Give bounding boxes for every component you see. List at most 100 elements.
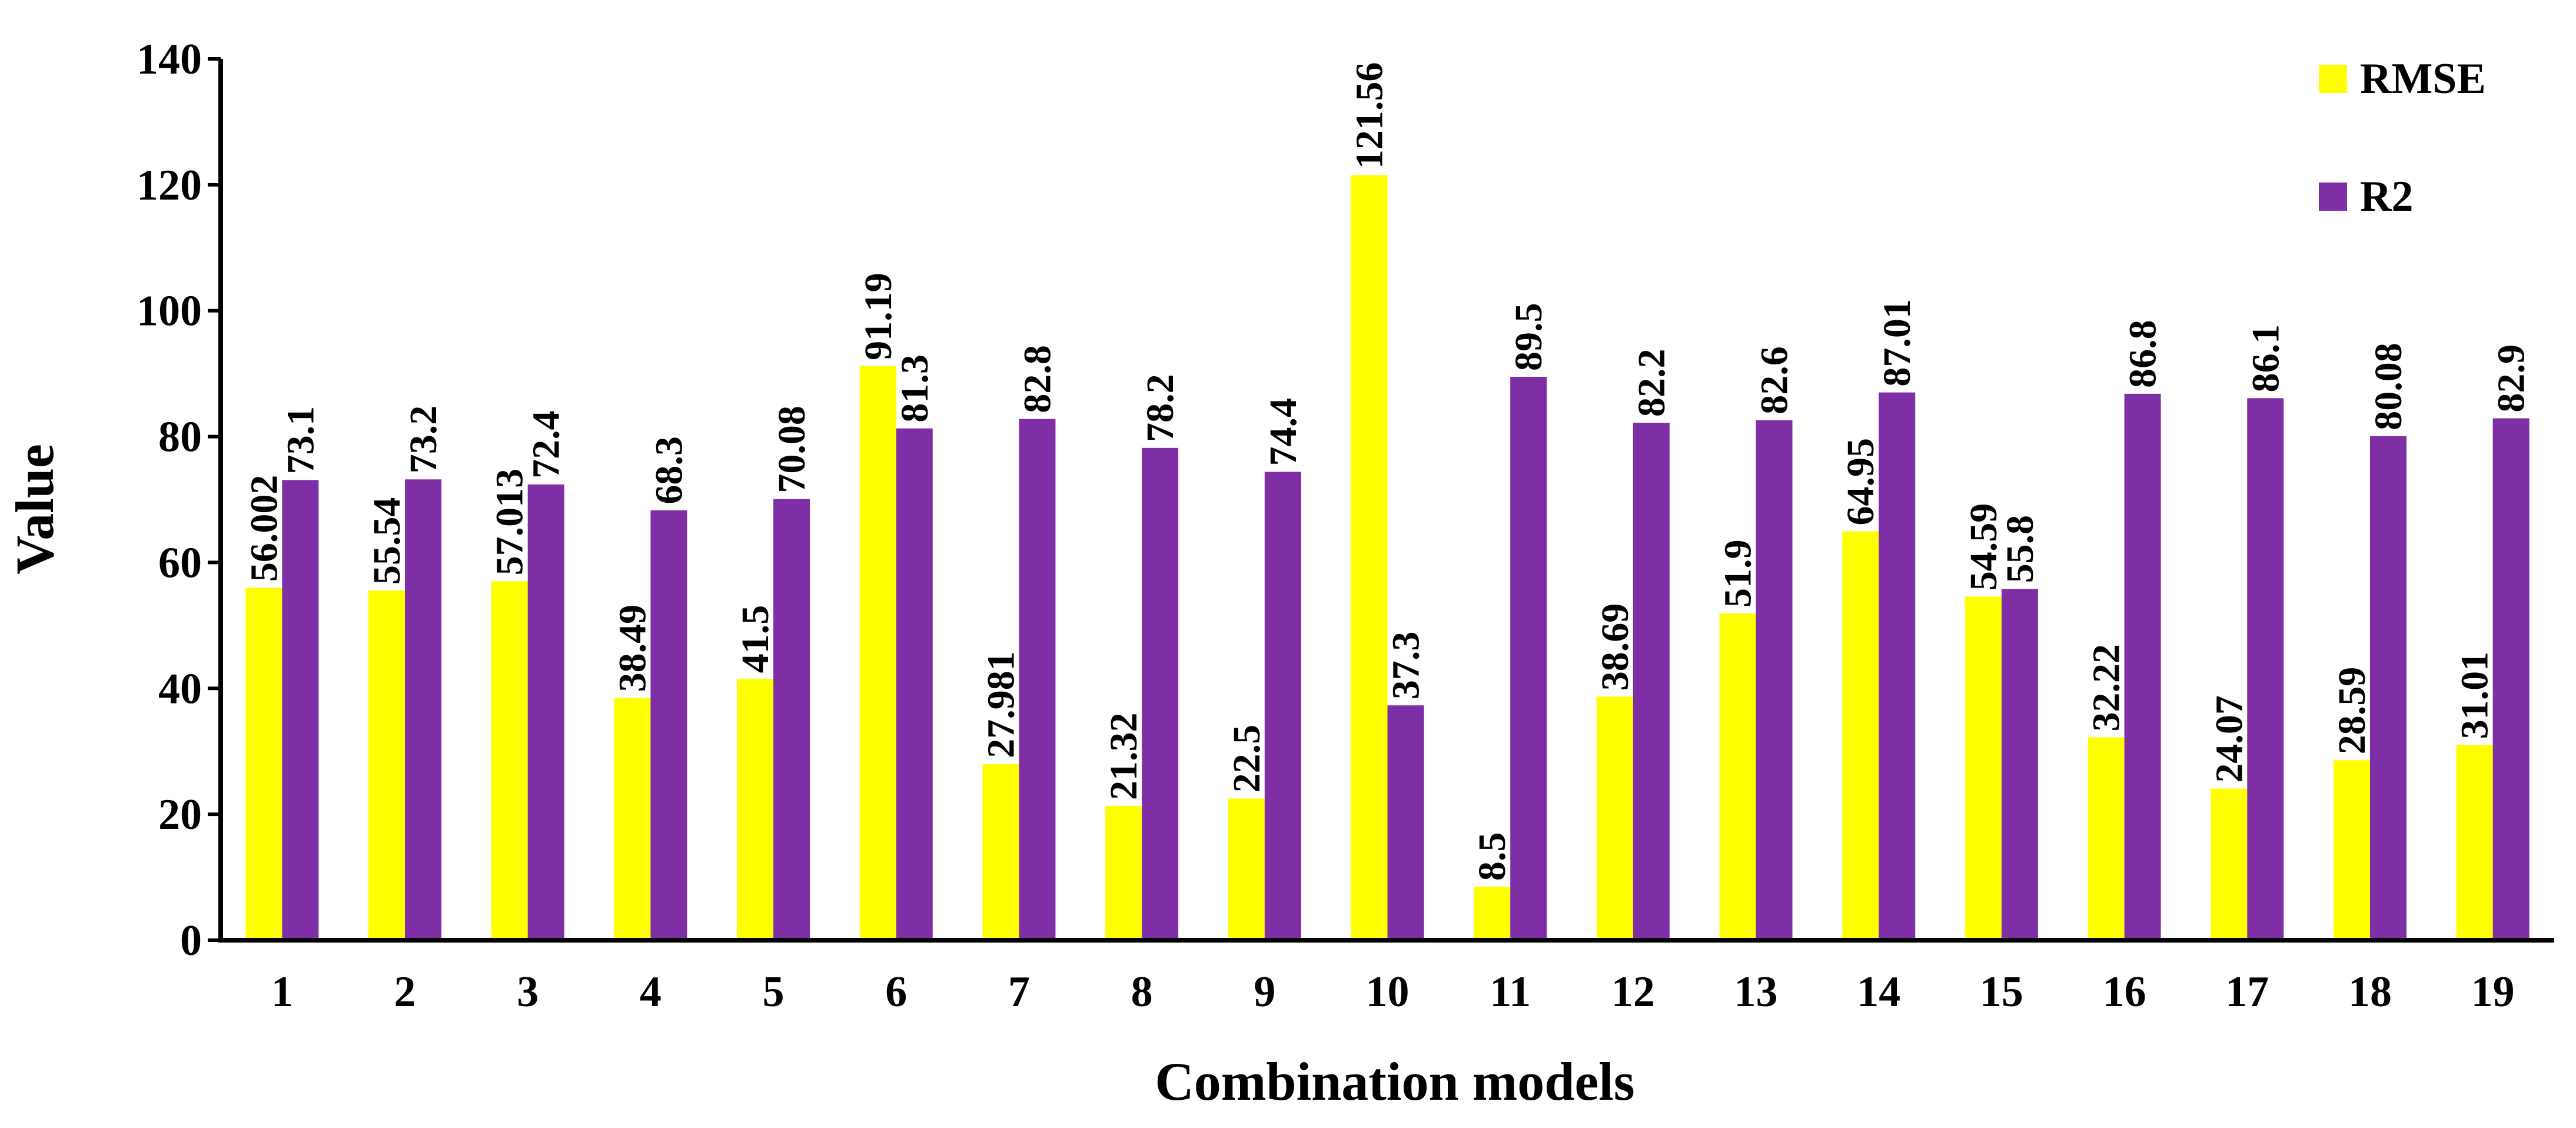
bar-rmse-3 (491, 581, 528, 940)
x-tick-label: 17 (2225, 968, 2269, 1016)
x-tick-label: 3 (517, 968, 539, 1016)
legend-label-rmse: RMSE (2360, 55, 2486, 103)
y-tick-label: 100 (137, 287, 202, 336)
data-label-r2-19: 82.9 (2490, 344, 2533, 413)
data-label-rmse-6: 91.19 (857, 273, 900, 360)
data-label-r2-17: 86.1 (2244, 324, 2287, 393)
bar-r2-13 (1756, 420, 1793, 940)
bar-rmse-9 (1228, 798, 1265, 940)
bar-rmse-12 (1596, 696, 1633, 940)
bars (245, 175, 2530, 941)
data-label-rmse-17: 24.07 (2208, 695, 2251, 783)
bar-r2-9 (1264, 472, 1301, 940)
x-tick-label: 10 (1366, 968, 1410, 1016)
data-label-r2-15: 55.8 (1999, 515, 2042, 583)
data-label-rmse-3: 57.013 (488, 469, 531, 576)
bar-r2-12 (1633, 423, 1670, 940)
x-tick-label: 4 (640, 968, 662, 1016)
data-label-rmse-1: 56.002 (242, 475, 285, 582)
bar-rmse-11 (1474, 887, 1511, 940)
y-tick-label: 60 (158, 539, 202, 587)
y-tick-label: 40 (158, 665, 202, 713)
data-label-r2-4: 68.3 (647, 436, 690, 505)
bar-rmse-4 (614, 698, 651, 940)
bar-rmse-18 (2333, 760, 2370, 940)
data-label-rmse-15: 54.59 (1962, 503, 2005, 591)
bar-rmse-16 (2088, 737, 2125, 940)
data-label-rmse-19: 31.01 (2454, 652, 2497, 739)
bar-r2-1 (282, 480, 319, 940)
y-axis-title: Value (5, 444, 65, 575)
data-label-rmse-9: 22.5 (1225, 725, 1268, 793)
bar-rmse-2 (368, 590, 405, 940)
data-label-rmse-12: 38.69 (1594, 603, 1637, 691)
y-tick-label: 0 (180, 917, 202, 965)
x-tick-label: 15 (1980, 968, 2023, 1016)
legend: RMSE R2 (2319, 55, 2486, 221)
data-label-rmse-2: 55.54 (365, 497, 408, 585)
bar-rmse-15 (1965, 596, 2002, 940)
data-label-r2-13: 82.6 (1753, 346, 1796, 414)
data-label-r2-9: 74.4 (1262, 398, 1305, 466)
data-label-r2-6: 81.3 (893, 354, 936, 423)
y-tick-label: 80 (158, 413, 202, 462)
data-label-r2-7: 82.8 (1016, 345, 1059, 413)
bar-r2-6 (896, 428, 933, 940)
bar-r2-10 (1387, 705, 1424, 940)
bar-rmse-14 (1842, 531, 1879, 940)
x-tick-label: 13 (1734, 968, 1778, 1016)
data-label-rmse-4: 38.49 (611, 605, 654, 692)
data-label-r2-18: 80.08 (2367, 343, 2410, 430)
bar-r2-14 (1879, 392, 1916, 940)
bar-r2-17 (2247, 398, 2284, 940)
bar-r2-5 (773, 499, 810, 940)
x-tick-label: 18 (2348, 968, 2392, 1016)
bar-r2-3 (527, 484, 564, 940)
x-tick-label: 16 (2103, 968, 2146, 1016)
bar-r2-11 (1510, 376, 1547, 940)
bar-r2-8 (1142, 447, 1179, 940)
bar-r2-15 (2001, 589, 2038, 940)
bar-rmse-8 (1105, 806, 1142, 940)
data-label-r2-14: 87.01 (1876, 299, 1919, 387)
data-label-r2-8: 78.2 (1139, 374, 1182, 442)
bar-rmse-1 (245, 588, 282, 940)
y-tick-label: 140 (137, 35, 202, 84)
data-label-rmse-13: 51.9 (1717, 540, 1760, 608)
bar-rmse-6 (859, 366, 896, 940)
bar-rmse-7 (982, 764, 1019, 940)
x-tick-label: 12 (1611, 968, 1655, 1016)
x-tick-label: 8 (1131, 968, 1153, 1016)
data-label-rmse-18: 28.59 (2331, 667, 2374, 755)
y-axis: 0 20 40 60 80 100 120 140 (137, 35, 223, 965)
bar-r2-4 (650, 510, 687, 940)
data-label-r2-11: 89.5 (1507, 303, 1550, 371)
x-tick-label: 6 (885, 968, 907, 1016)
bar-r2-19 (2492, 418, 2530, 940)
bar-rmse-5 (737, 679, 774, 940)
data-label-r2-16: 86.8 (2122, 320, 2165, 388)
bar-r2-18 (2369, 436, 2407, 940)
data-label-r2-5: 70.08 (770, 406, 813, 493)
x-tick-label: 2 (394, 968, 416, 1016)
x-axis-title: Combination models (1155, 1051, 1634, 1112)
x-axis: 1 2 3 4 5 6 7 8 9 10 11 12 13 14 15 16 17 18 19 (218, 938, 2554, 1016)
legend-swatch-rmse (2319, 65, 2347, 93)
x-tick-label: 9 (1254, 968, 1275, 1016)
bar-r2-16 (2124, 393, 2161, 940)
x-tick-label: 11 (1490, 968, 1531, 1016)
legend-swatch-r2 (2319, 183, 2347, 211)
bar-r2-2 (405, 479, 442, 940)
bar-rmse-13 (1719, 613, 1756, 940)
x-tick-label: 1 (271, 968, 293, 1016)
bar-rmse-10 (1351, 175, 1388, 941)
x-tick-label: 7 (1008, 968, 1030, 1016)
data-label-rmse-14: 64.95 (1839, 438, 1882, 526)
data-label-rmse-16: 32.22 (2085, 644, 2128, 732)
data-label-r2-2: 73.2 (402, 406, 445, 474)
data-label-rmse-8: 21.32 (1102, 713, 1145, 801)
data-label-r2-12: 82.2 (1630, 349, 1673, 417)
bar-rmse-17 (2211, 788, 2248, 940)
data-label-r2-3: 72.4 (525, 410, 568, 479)
